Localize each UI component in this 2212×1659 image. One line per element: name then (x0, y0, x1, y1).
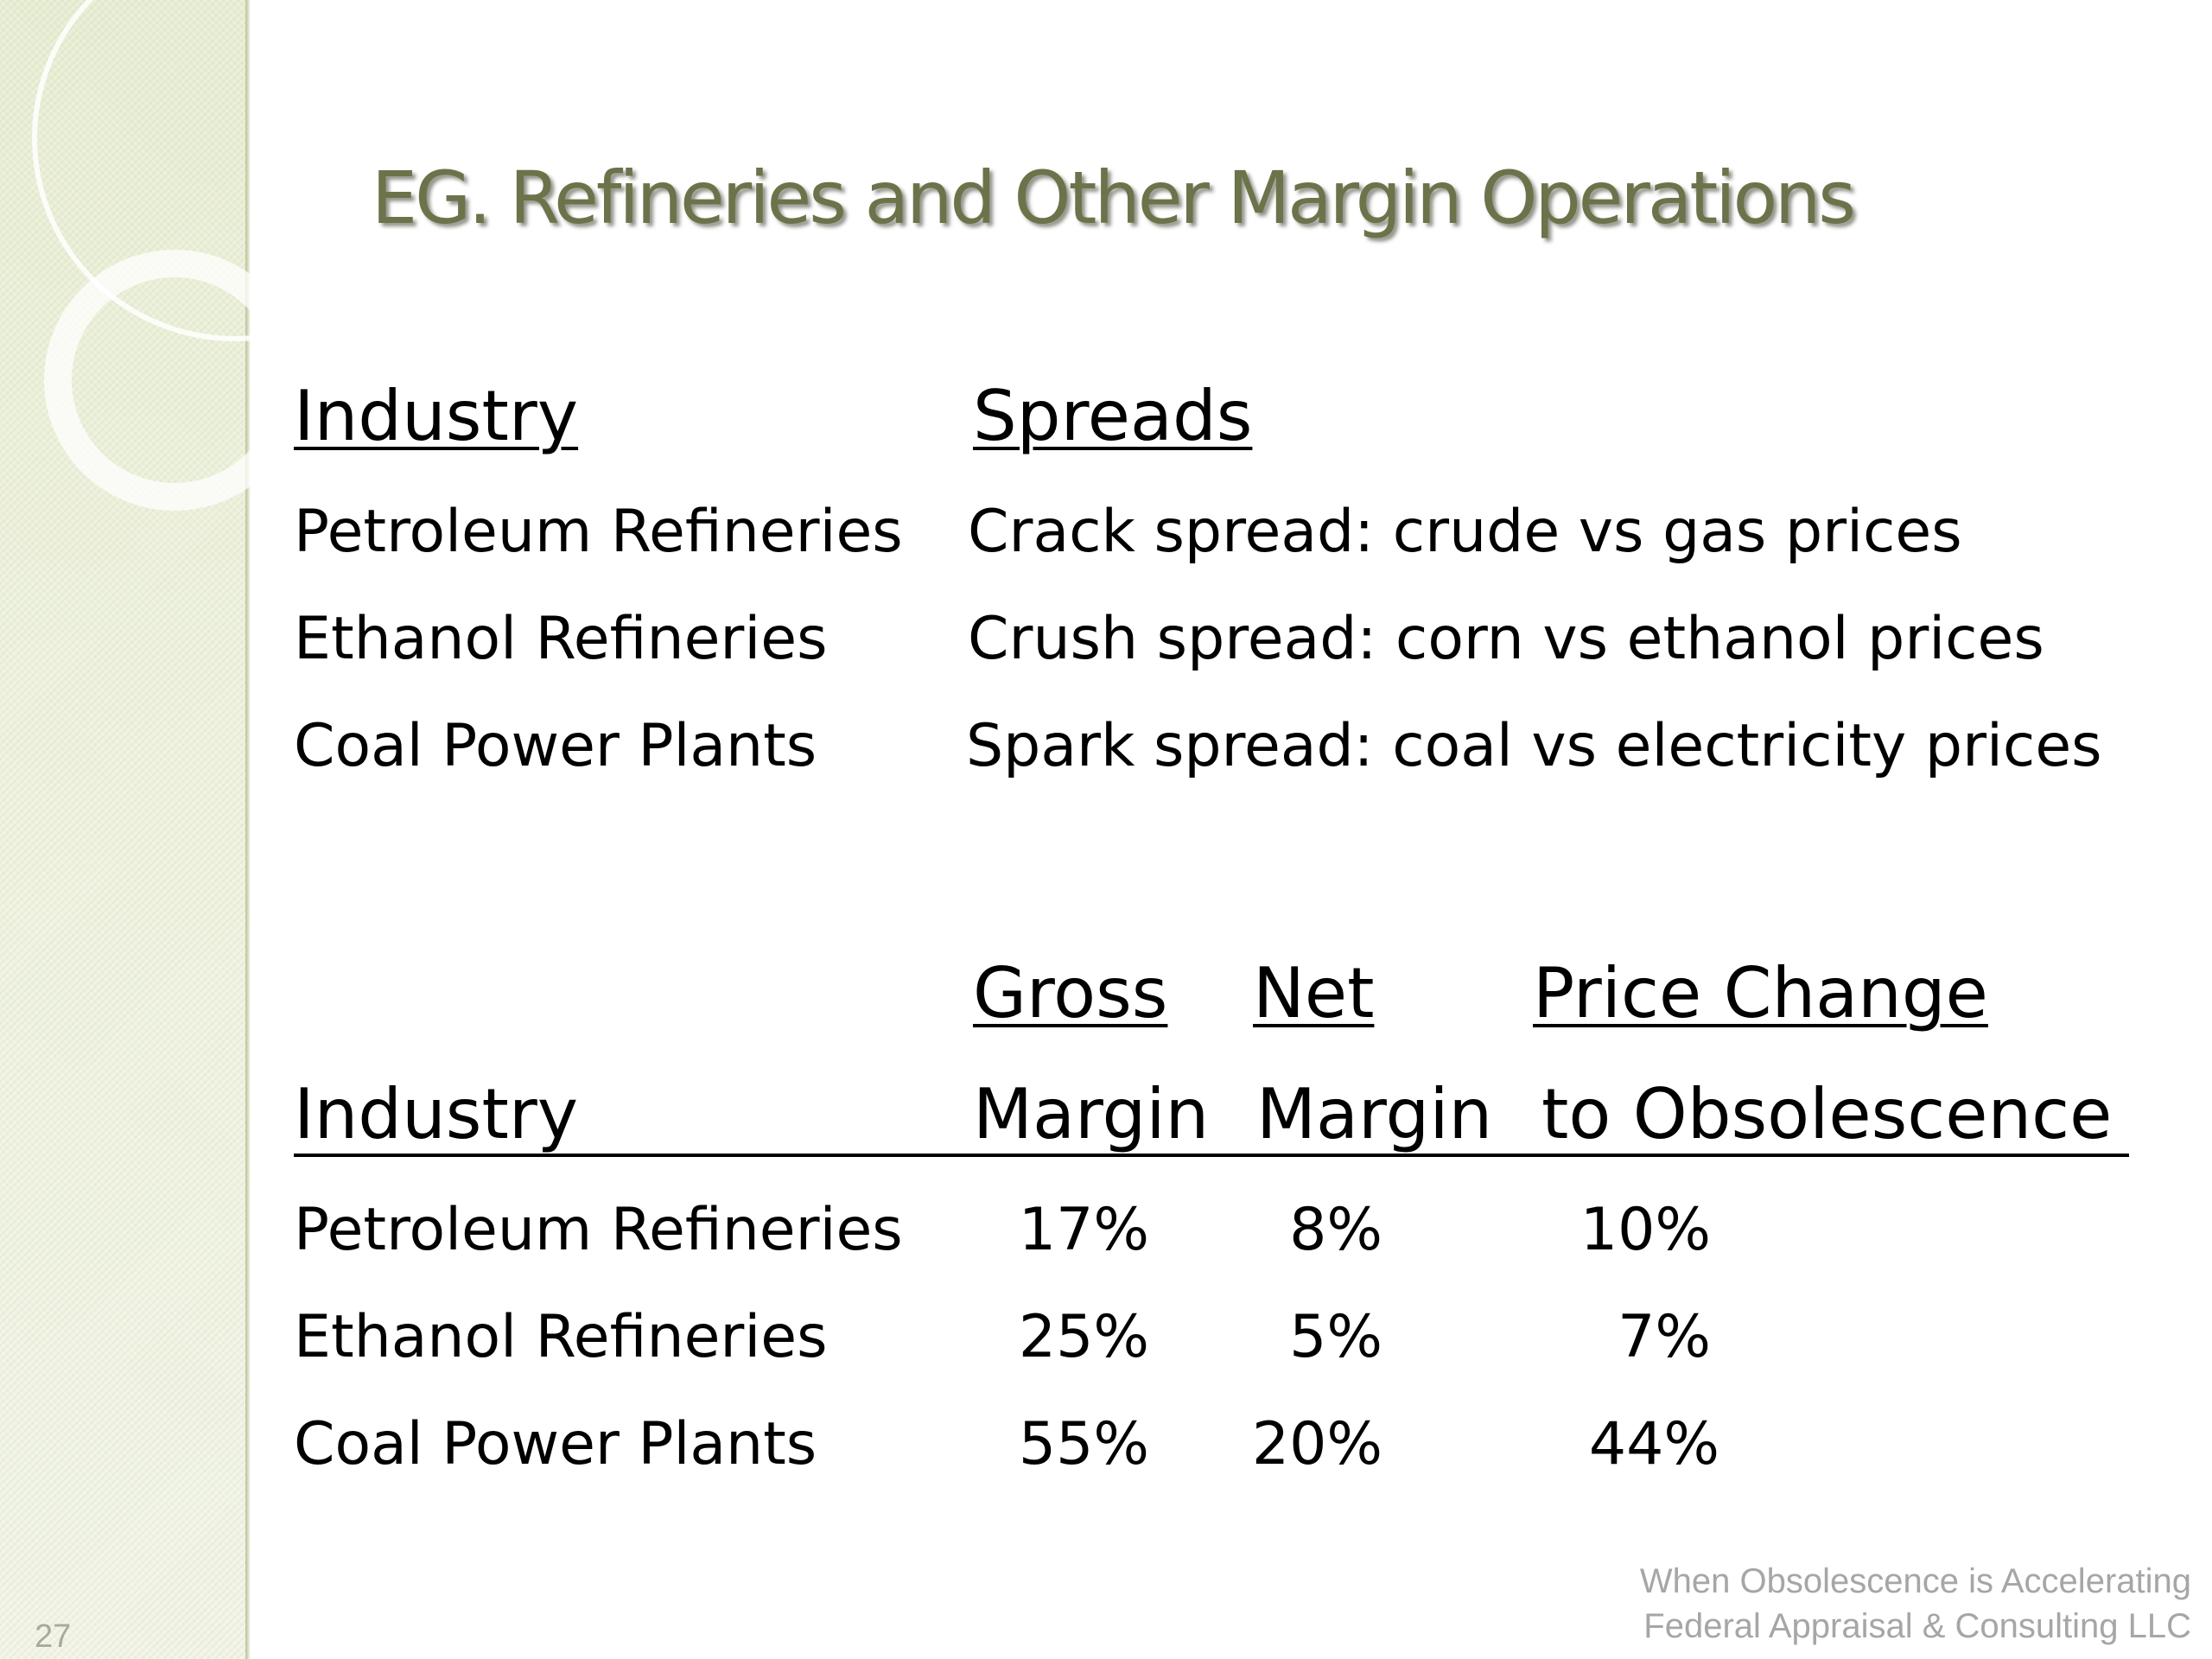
margins-header-net-line2: Margin (1256, 1074, 1493, 1154)
margins-header-gross-line2: Margin (973, 1074, 1210, 1154)
spreads-row-1-industry: Petroleum Refineries (294, 498, 903, 566)
margins-header-gross-line1: Gross (973, 953, 1168, 1033)
margins-row-1-industry: Petroleum Refineries (294, 1196, 903, 1264)
margins-row-2-gross: 25% (1018, 1303, 1149, 1371)
margins-row-1-gross: 17% (1018, 1196, 1149, 1264)
margins-row-2-industry: Ethanol Refineries (294, 1303, 828, 1371)
slide-number: 27 (35, 1618, 72, 1655)
margins-header-price-line2: to Obsolescence (1541, 1074, 2113, 1154)
margins-row-3-price: 44% (1588, 1410, 1719, 1478)
spreads-row-3-spread: Spark spread: coal vs electricity prices (966, 712, 2102, 780)
thick-ring (44, 250, 251, 511)
margins-header-net-line1: Net (1253, 953, 1375, 1033)
spreads-row-2-industry: Ethanol Refineries (294, 605, 828, 673)
margins-header-industry: Industry (294, 1074, 579, 1154)
margins-row-3-net: 20% (1251, 1410, 1382, 1478)
large-ring (32, 0, 251, 341)
margins-row-1-net: 8% (1289, 1196, 1382, 1264)
margins-header-price-line1: Price Change (1533, 953, 1988, 1033)
spreads-row-2-spread: Crush spread: corn vs ethanol prices (968, 605, 2044, 673)
spreads-header-spreads: Spreads (973, 376, 1253, 456)
spreads-header-industry: Industry (294, 376, 579, 456)
margins-row-3-gross: 55% (1018, 1410, 1149, 1478)
margins-row-3-industry: Coal Power Plants (294, 1410, 817, 1478)
footer-line-1: When Obsolescence is Accelerating (1639, 1562, 2191, 1600)
header-underline (294, 1154, 2129, 1157)
decorative-rings (32, 0, 251, 511)
spreads-row-3-industry: Coal Power Plants (294, 712, 817, 780)
footer-line-2: Federal Appraisal & Consulting LLC (1643, 1607, 2191, 1645)
margins-row-1-price: 10% (1580, 1196, 1711, 1264)
sidebar-edge (245, 0, 251, 1659)
slide-title: EG. Refineries and Other Margin Operatio… (372, 156, 1856, 240)
margins-row-2-net: 5% (1289, 1303, 1382, 1371)
margins-row-2-price: 7% (1618, 1303, 1711, 1371)
spreads-row-1-spread: Crack spread: crude vs gas prices (968, 498, 1962, 566)
